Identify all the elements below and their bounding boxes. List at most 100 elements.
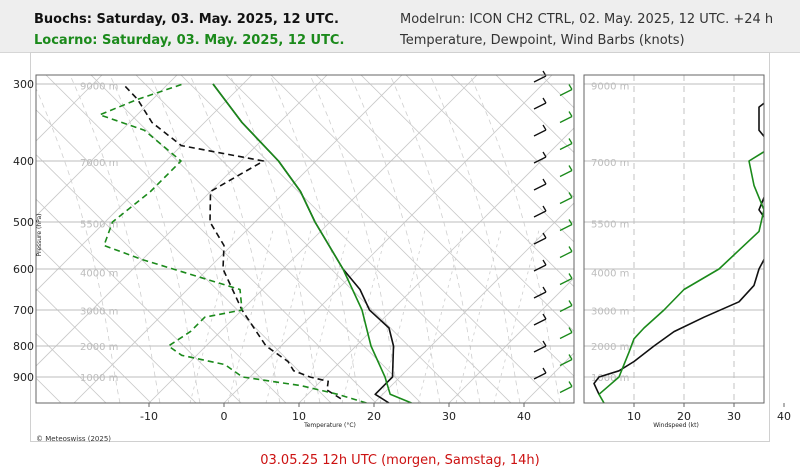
wind-barb (533, 232, 547, 245)
temperature-axis-label: Temperature (°C) (303, 422, 356, 429)
pressure-tick-label: 900 (13, 371, 34, 384)
height-label: 5500 m (591, 219, 629, 230)
wind-barb (533, 97, 547, 110)
dry-adiabat-line (180, 75, 512, 403)
isotherm-line (36, 75, 253, 292)
wind-barb (559, 273, 573, 286)
wind-barb (559, 246, 573, 259)
height-label: 2000 m (80, 342, 118, 353)
windspeed-tick-label: 40 (777, 410, 791, 423)
wind-barb (533, 313, 547, 326)
wind-barb (559, 354, 573, 367)
height-label: 9000 m (591, 82, 629, 93)
moist-adiabat-line (36, 87, 121, 403)
station1-title: Buochs: Saturday, 03. May. 2025, 12 UTC. (34, 12, 339, 27)
mixing-ratio-line (303, 229, 350, 403)
isotherm-line (223, 75, 553, 403)
model-run-info: Modelrun: ICON CH2 CTRL, 02. May. 2025, … (400, 12, 774, 27)
temperature-tick-label: 20 (367, 410, 381, 423)
moist-adiabat-line (389, 75, 481, 403)
wind-profile-frame (583, 74, 765, 404)
moist-adiabat-line (149, 75, 241, 403)
mixing-ratio-line (265, 229, 312, 403)
wind-barb (559, 111, 573, 124)
wind-barb (533, 259, 547, 272)
moist-adiabat-line (189, 75, 281, 403)
wind-barb (559, 381, 573, 394)
wind-barb (559, 165, 573, 178)
height-label: 3000 m (80, 307, 118, 318)
skew-t-series (98, 83, 412, 403)
dry-adiabat-line (36, 332, 107, 403)
height-label: 2000 m (591, 342, 629, 353)
mixing-ratio-line (417, 229, 464, 403)
sounding-line (122, 83, 342, 400)
pressure-tick-label: 800 (13, 340, 34, 353)
mixing-ratio-line (189, 229, 236, 403)
wind-barb (533, 205, 547, 218)
isotherm-line (73, 75, 403, 403)
height-label: 7000 m (80, 158, 118, 169)
height-label: 1000 m (80, 373, 118, 384)
height-label: 9000 m (80, 82, 118, 93)
dry-adiabat-line (36, 153, 287, 403)
skew-t-background: 9000 m 7000 m 5500 m 4000 m 3000 m 2000 m 1000… (0, 75, 800, 403)
wind-barb (559, 84, 573, 97)
dry-adiabat-line (450, 75, 574, 198)
dry-adiabat-line (225, 75, 557, 403)
isotherm-line (36, 75, 103, 142)
moist-adiabat-line (269, 75, 361, 403)
wind-barb (533, 178, 547, 191)
wind-barb (559, 327, 573, 340)
mixing-ratio-line (341, 229, 388, 403)
dry-adiabat-line (540, 75, 574, 109)
height-label: 5500 m (80, 219, 118, 230)
dry-adiabat-line (360, 75, 574, 288)
wind-barb (559, 192, 573, 205)
dry-adiabat-line (0, 75, 16, 403)
isotherm-line (674, 75, 800, 403)
dry-adiabat-line (135, 75, 467, 403)
dry-adiabat-line (495, 75, 574, 154)
dry-adiabat-line (36, 243, 197, 403)
wind-barb (559, 300, 573, 313)
wind-barb (559, 219, 573, 232)
height-label: 4000 m (591, 268, 629, 279)
temperature-tick-label: 10 (292, 410, 306, 423)
pressure-tick-label: 700 (13, 304, 34, 317)
wind-barbs (533, 70, 573, 394)
pressure-tick-label: 600 (13, 263, 34, 276)
height-label: 1000 m (591, 373, 629, 384)
validity-time: 03.05.25 12h UTC (morgen, Samstag, 14h) (260, 453, 540, 468)
dry-adiabat-line (405, 75, 574, 243)
isotherm-line (373, 202, 574, 403)
wind-barb (533, 70, 547, 83)
pressure-axis-label: Pressure (hPa) (36, 213, 43, 256)
pressure-tick-label: 500 (13, 216, 34, 229)
isotherm-line (148, 75, 478, 403)
height-label: 7000 m (591, 158, 629, 169)
temperature-tick-label: 40 (517, 410, 531, 423)
windspeed-tick-label: 30 (727, 410, 741, 423)
wind-profile-axes: Windspeed (kt) 10 20 30 40 (583, 74, 791, 429)
dry-adiabat-line (36, 109, 332, 403)
temperature-tick-label: -10 (140, 410, 158, 423)
moist-adiabat-line (429, 75, 521, 403)
dry-adiabat-line (36, 288, 152, 403)
dry-adiabat-line (36, 377, 62, 403)
dry-adiabat-line (90, 75, 422, 403)
mixing-ratio-line (227, 229, 274, 403)
isotherm-line (298, 127, 574, 403)
copyright-text: © Meteoswiss (2025) (36, 435, 112, 443)
dry-adiabat-line (270, 75, 574, 377)
dry-adiabat-line (315, 75, 574, 333)
moist-adiabat-line (349, 75, 441, 403)
wind-barb (533, 367, 547, 380)
pressure-tick-label: 300 (13, 78, 34, 91)
mixing-ratio-line (455, 229, 502, 403)
skew-t-frame (35, 74, 575, 404)
wind-barb (533, 124, 547, 137)
variables-info: Temperature, Dewpoint, Wind Barbs (knots… (400, 33, 685, 48)
isotherm-line (0, 75, 27, 403)
windspeed-axis-label: Windspeed (kt) (653, 422, 699, 429)
